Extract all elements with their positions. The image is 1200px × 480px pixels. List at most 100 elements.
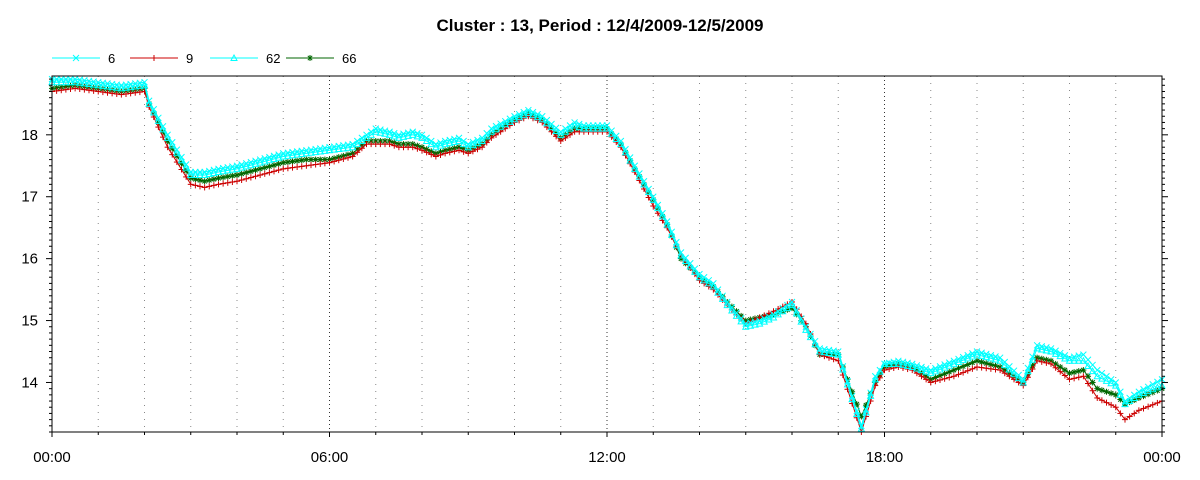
point-6 <box>145 97 153 105</box>
point-9 <box>756 314 763 321</box>
point-6 <box>807 330 814 338</box>
point-62 <box>376 128 385 136</box>
point-66 <box>1094 385 1101 392</box>
point-6 <box>1019 376 1027 383</box>
point-62 <box>325 146 334 154</box>
point-66 <box>1061 367 1068 374</box>
point-6 <box>710 280 717 287</box>
point-9 <box>224 179 231 186</box>
point-62 <box>607 129 616 137</box>
point-6 <box>178 153 185 161</box>
point-66 <box>1043 356 1050 363</box>
point-62 <box>427 140 436 148</box>
point-62 <box>741 322 750 330</box>
point-6 <box>469 138 477 146</box>
point-9 <box>109 90 116 97</box>
point-9 <box>881 367 888 374</box>
point-62 <box>908 362 917 370</box>
point-9 <box>1140 405 1147 412</box>
point-9 <box>104 89 111 96</box>
point-62 <box>996 356 1004 364</box>
point-6 <box>631 162 639 170</box>
point-62 <box>408 130 417 138</box>
point-6 <box>853 407 861 415</box>
point-62 <box>381 129 389 137</box>
point-6 <box>427 137 435 145</box>
point-62 <box>529 111 537 119</box>
point-62 <box>422 136 431 145</box>
point-6 <box>774 307 782 315</box>
point-9 <box>1154 399 1161 406</box>
y-tick-label: 15 <box>21 313 38 330</box>
point-66 <box>414 142 421 149</box>
point-6 <box>353 137 361 145</box>
point-66 <box>247 168 254 175</box>
point-9 <box>1071 375 1078 382</box>
point-9 <box>1001 370 1008 377</box>
point-6 <box>497 120 504 128</box>
point-62 <box>538 115 547 123</box>
point-9 <box>127 90 134 97</box>
point-9 <box>1075 374 1082 381</box>
point-6 <box>1135 388 1143 396</box>
point-66 <box>234 172 240 179</box>
point-9 <box>446 149 453 156</box>
point-6 <box>363 131 370 139</box>
point-9 <box>294 164 301 171</box>
point-66 <box>215 175 222 182</box>
point-9 <box>1135 407 1142 414</box>
point-62 <box>136 81 144 89</box>
point-9 <box>645 194 652 201</box>
point-62 <box>926 369 935 377</box>
legend-item-66: 66 <box>286 51 356 66</box>
point-6 <box>908 360 916 368</box>
point-6 <box>150 105 158 113</box>
point-62 <box>339 144 348 152</box>
point-62 <box>395 133 403 141</box>
point-62 <box>445 139 454 147</box>
point-9 <box>1052 364 1059 371</box>
point-6 <box>511 112 518 120</box>
point-9 <box>335 157 342 164</box>
point-6 <box>474 136 481 144</box>
point-62 <box>1061 354 1069 362</box>
point-6 <box>987 351 995 359</box>
point-62 <box>344 143 352 151</box>
point-9 <box>197 183 203 190</box>
point-6 <box>705 276 713 284</box>
point-6 <box>622 145 629 153</box>
point-9 <box>469 148 476 155</box>
point-6 <box>677 249 685 256</box>
point-62 <box>612 134 621 142</box>
point-66 <box>210 176 217 183</box>
point-66 <box>978 359 985 366</box>
point-9 <box>303 162 310 169</box>
point-9 <box>761 312 768 319</box>
point-62 <box>829 349 838 357</box>
point-62 <box>140 81 149 89</box>
point-62 <box>122 83 130 91</box>
point-9 <box>308 162 314 169</box>
point-6 <box>659 209 666 217</box>
point-6 <box>247 158 255 166</box>
point-62 <box>371 127 380 135</box>
chart-title: Cluster : 13, Period : 12/4/2009-12/5/20… <box>437 16 764 35</box>
point-9 <box>113 90 120 97</box>
point-66 <box>465 147 472 154</box>
point-6 <box>349 140 356 148</box>
point-9 <box>950 373 957 380</box>
point-62 <box>825 349 833 357</box>
point-9 <box>876 374 883 381</box>
point-9 <box>465 150 472 157</box>
point-6 <box>811 337 819 345</box>
point-62 <box>214 167 223 175</box>
point-62 <box>950 359 958 367</box>
point-9 <box>76 86 83 93</box>
point-62 <box>1042 346 1051 354</box>
point-62 <box>219 167 227 175</box>
point-9 <box>1098 397 1105 404</box>
point-62 <box>404 131 412 139</box>
point-6 <box>1140 385 1147 393</box>
point-62 <box>233 164 241 172</box>
point-9 <box>257 172 264 179</box>
